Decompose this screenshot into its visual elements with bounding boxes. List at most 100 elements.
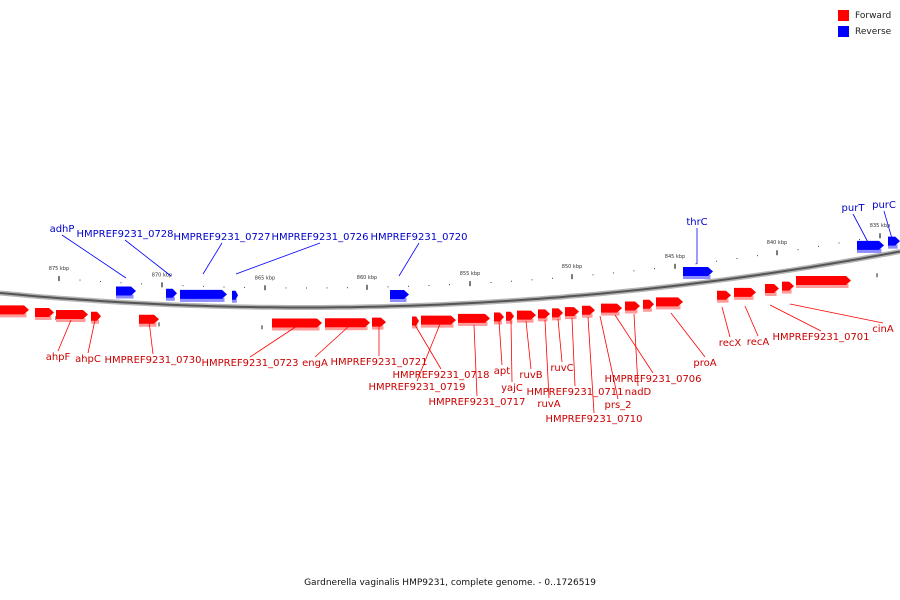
forward-label-line-5 xyxy=(314,326,349,358)
tick-840kbp-label: 840 kbp xyxy=(767,240,787,246)
forward-gene-14 xyxy=(517,310,536,320)
forward-gene-18 xyxy=(582,305,595,315)
tick-850kbp-label: 850 kbp xyxy=(562,264,582,270)
forward-gene-18-shadow xyxy=(582,313,593,318)
reverse-gene-4 xyxy=(232,290,238,300)
reverse-label-HMPREF9231_0727: HMPREF9231_0727 xyxy=(173,232,270,243)
forward-label-HMPREF9231_0721: HMPREF9231_0721 xyxy=(330,357,427,368)
forward-gene-15-shadow xyxy=(538,317,548,322)
forward-label-line-4 xyxy=(249,325,298,358)
reverse-label-line-8 xyxy=(883,210,894,243)
genome-caption: Gardnerella vaginalis HMP9231, complete … xyxy=(304,578,596,588)
forward-label-proA: proA xyxy=(693,358,716,369)
forward-gene-22 xyxy=(656,297,683,307)
forward-label-yajC: yajC xyxy=(501,383,523,394)
reverse-gene-1 xyxy=(116,286,136,296)
reverse-gene-7 xyxy=(857,240,884,250)
reverse-gene-2-shadow xyxy=(166,296,175,301)
forward-label-ruvB: ruvB xyxy=(519,370,542,381)
forward-gene-23 xyxy=(717,290,731,300)
legend-reverse-label: Reverse xyxy=(855,26,892,37)
minor-tick xyxy=(757,255,758,257)
forward-gene-24-shadow xyxy=(734,295,754,300)
forward-gene-12-shadow xyxy=(494,320,502,325)
reverse-gene-1-shadow xyxy=(116,294,134,299)
forward-label-HMPREF9231_0723: HMPREF9231_0723 xyxy=(201,358,298,369)
forward-gene-19 xyxy=(601,303,622,313)
reverse-gene-6-shadow xyxy=(683,275,711,280)
forward-label-line-12 xyxy=(525,320,532,370)
minor-tick xyxy=(552,277,553,279)
minor-tick xyxy=(449,284,450,286)
reverse-label-line-1 xyxy=(61,234,127,279)
forward-gene-4 xyxy=(91,311,101,321)
minor-tick xyxy=(285,287,287,289)
forward-label-recX: recX xyxy=(719,338,742,349)
reverse-label-purC: purC xyxy=(872,200,896,211)
tick-860kbp-label: 860 kbp xyxy=(357,275,377,281)
forward-label-cinA: cinA xyxy=(872,324,894,335)
minor-tick xyxy=(141,283,142,285)
minor-tick xyxy=(531,279,533,281)
tick-835kbp-label: 835 kbp xyxy=(870,223,890,229)
reverse-label-line-4 xyxy=(235,242,321,275)
forward-gene-5-shadow xyxy=(139,322,157,327)
forward-label-line-22 xyxy=(744,305,759,337)
forward-gene-26-shadow xyxy=(782,289,792,294)
reverse-gene-3 xyxy=(180,289,227,299)
forward-gene-6-shadow xyxy=(272,326,320,331)
forward-label-ruvA: ruvA xyxy=(537,399,560,410)
minor-tick xyxy=(347,287,348,289)
minor-tick xyxy=(716,260,717,262)
forward-label-line-19 xyxy=(633,313,639,387)
forward-label-line-18 xyxy=(614,314,654,374)
reverse-label-purT: purT xyxy=(842,203,866,214)
forward-gene-21-shadow xyxy=(643,307,652,312)
forward-swatch xyxy=(838,10,849,21)
forward-gene-10 xyxy=(421,315,456,325)
tick-855kbp-label: 855 kbp xyxy=(460,271,480,277)
forward-label-line-2 xyxy=(87,319,96,354)
forward-gene-27-shadow xyxy=(796,283,849,288)
forward-gene-16-shadow xyxy=(552,316,561,321)
forward-gene-23-shadow xyxy=(717,298,729,303)
reverse-label-thrC: thrC xyxy=(686,217,707,228)
forward-label-line-24 xyxy=(789,303,884,324)
minor-tick xyxy=(511,280,512,282)
forward-label-HMPREF9231_0717: HMPREF9231_0717 xyxy=(428,397,525,408)
forward-gene-3 xyxy=(56,310,88,320)
forward-gene-11-shadow xyxy=(458,321,488,326)
forward-label-line-10 xyxy=(498,320,503,366)
forward-gene-8-shadow xyxy=(372,325,384,330)
reverse-label-HMPREF9231_0728: HMPREF9231_0728 xyxy=(76,229,173,240)
legend-forward: Forward xyxy=(838,10,891,21)
forward-gene-2-shadow xyxy=(35,315,52,320)
forward-gene-10-shadow xyxy=(421,323,454,328)
forward-gene-25-shadow xyxy=(765,291,777,296)
minor-tick xyxy=(326,287,328,289)
forward-gene-16 xyxy=(552,308,563,318)
minor-tick xyxy=(387,286,389,288)
forward-label-apt: apt xyxy=(494,366,510,377)
minor-tick xyxy=(797,249,799,251)
reverse-label-line-2 xyxy=(124,239,172,277)
minor-tick xyxy=(203,285,204,287)
reverse-swatch xyxy=(838,26,849,37)
forward-label-line-20 xyxy=(670,312,706,358)
minor-tick xyxy=(490,281,492,283)
forward-label-HMPREF9231_0730: HMPREF9231_0730 xyxy=(104,355,201,366)
forward-gene-1 xyxy=(0,305,29,315)
forward-gene-12 xyxy=(494,312,504,322)
minor-tick xyxy=(633,270,635,272)
forward-gene-20-shadow xyxy=(625,309,638,314)
reverse-label-line-7 xyxy=(852,213,871,247)
forward-gene-8 xyxy=(372,317,386,327)
forward-gene-17 xyxy=(565,307,579,317)
minor-tick xyxy=(306,287,307,289)
forward-gene-2 xyxy=(35,307,54,317)
minor-tick xyxy=(408,285,409,287)
forward-label-line-16 xyxy=(587,316,595,414)
minor-tick xyxy=(223,286,225,288)
forward-gene-21 xyxy=(643,299,654,309)
